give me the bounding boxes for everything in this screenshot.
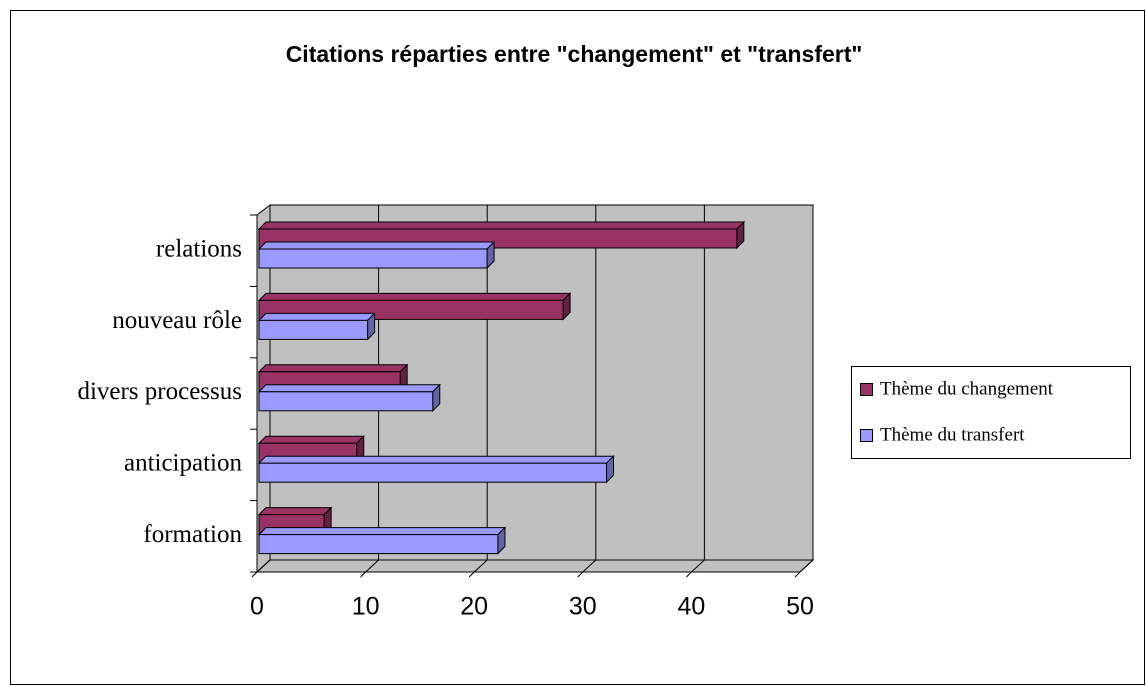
bar-top (257, 292, 572, 301)
bar-top (257, 455, 615, 464)
floor-grid-line (582, 559, 597, 573)
floor (255, 559, 815, 573)
bar-top (257, 507, 333, 516)
bar-top (257, 312, 376, 321)
chart-title: Citations réparties entre "changement" e… (286, 41, 863, 67)
x-tick (360, 571, 366, 578)
y-tick-label: relations (156, 235, 242, 262)
bar-end-shade (736, 222, 744, 248)
y-tick-label: divers processus (77, 378, 242, 405)
y-tick-label: formation (143, 521, 242, 548)
bar-top (257, 384, 441, 393)
bar (258, 534, 499, 555)
y-tick-label: anticipation (124, 450, 243, 477)
bar-end-shade (487, 242, 495, 268)
x-tick-label: 10 (352, 593, 380, 621)
floor-grid-line (691, 559, 705, 573)
x-tick (251, 571, 258, 578)
bar-end-shade (497, 527, 505, 554)
bar-top (257, 221, 746, 230)
bar-top (257, 435, 365, 444)
legend-label: Thème du changement (880, 378, 1054, 399)
bar-top (257, 527, 507, 536)
bar-end-shade (606, 456, 614, 483)
bar (258, 462, 608, 483)
x-tick (794, 571, 801, 578)
bar-end-shade (367, 313, 375, 340)
bar (258, 319, 369, 340)
legend-swatch (860, 383, 873, 396)
bar (258, 391, 434, 412)
bar-top (257, 364, 409, 373)
x-tick-label: 50 (786, 593, 814, 621)
x-tick (468, 571, 475, 578)
bar-end-shade (563, 293, 571, 320)
floor-grid-line (799, 559, 814, 573)
legend-swatch (860, 429, 873, 442)
floor-grid-line (256, 559, 271, 573)
bar-top (257, 241, 496, 250)
bar (258, 248, 488, 269)
floor-grid-line (365, 559, 379, 573)
floor-grid-line (473, 559, 488, 573)
x-tick (686, 571, 692, 578)
x-tick-label: 40 (677, 593, 705, 621)
legend-label: Thème du transfert (880, 424, 1025, 445)
legend-box (851, 366, 1131, 459)
x-tick-label: 20 (460, 593, 488, 621)
x-tick-label: 30 (569, 593, 597, 621)
bar-end-shade (432, 384, 440, 411)
x-tick (577, 571, 584, 578)
y-tick-label: nouveau rôle (112, 307, 242, 334)
x-tick-label: 0 (250, 593, 264, 621)
